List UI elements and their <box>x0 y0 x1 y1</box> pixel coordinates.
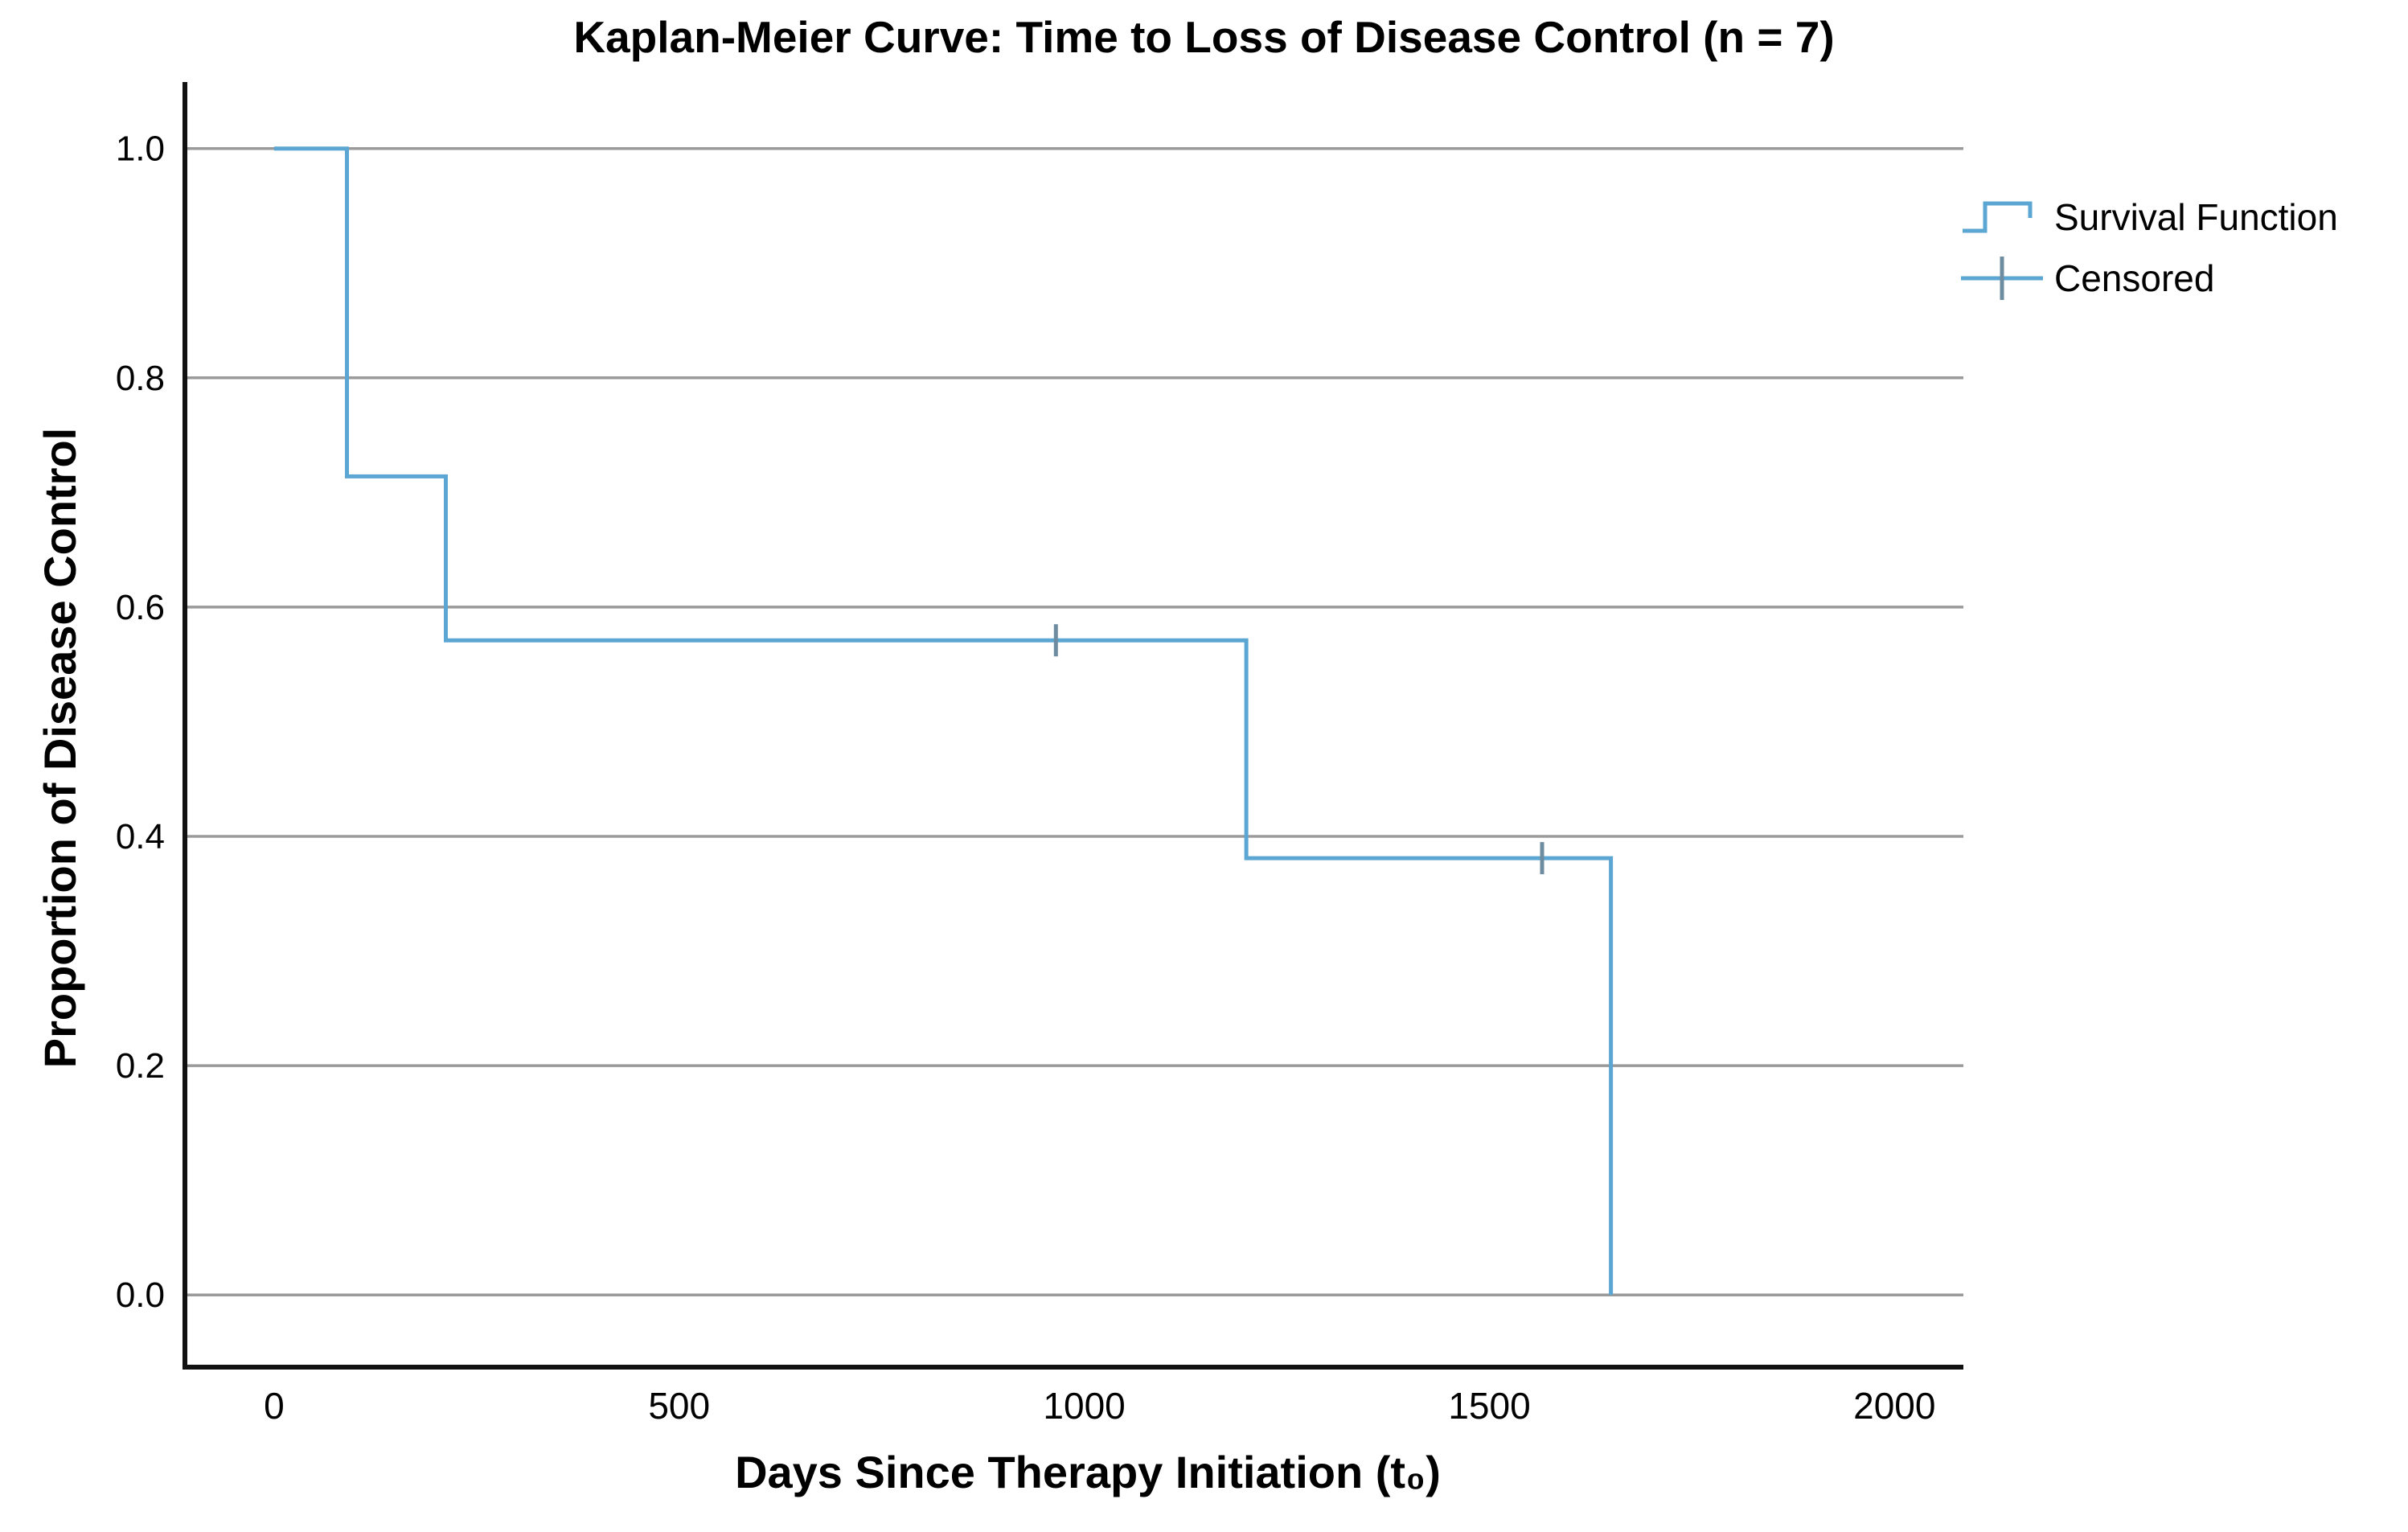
x-tick-label: 1000 <box>1043 1385 1125 1427</box>
legend: Survival Function Censored <box>1959 187 2338 309</box>
censor-marks <box>1053 624 1544 875</box>
y-axis-label: Proportion of Disease Control <box>35 427 85 1069</box>
y-tick-label: 1.0 <box>116 129 165 169</box>
plus-marker-icon <box>1961 257 2043 300</box>
y-tick-label: 0.4 <box>116 817 165 856</box>
legend-label-survival-function: Survival Function <box>2054 196 2338 238</box>
step-line-icon <box>1963 201 2033 233</box>
axes <box>183 82 1963 1370</box>
survival-curve <box>273 146 1614 1296</box>
x-tick-labels: 0 500 1000 1500 2000 <box>264 1385 1935 1427</box>
x-tick-label: 2000 <box>1853 1385 1935 1427</box>
x-tick-label: 500 <box>648 1385 710 1427</box>
y-tick-label: 0.0 <box>116 1275 165 1315</box>
chart-title: Kaplan-Meier Curve: Time to Loss of Dise… <box>573 12 1835 62</box>
gridlines <box>185 146 1963 1296</box>
y-tick-label: 0.8 <box>116 359 165 398</box>
legend-label-censored: Censored <box>2054 257 2215 299</box>
y-tick-labels: 1.0 0.8 0.6 0.4 0.2 0.0 <box>116 129 165 1315</box>
x-tick-label: 0 <box>264 1385 285 1427</box>
x-tick-label: 1500 <box>1448 1385 1530 1427</box>
legend-item-censored: Censored <box>1959 248 2338 309</box>
y-tick-label: 0.2 <box>116 1046 165 1086</box>
legend-item-survival-function: Survival Function <box>1959 187 2338 248</box>
x-axis-label: Days Since Therapy Initiation (t₀) <box>735 1447 1441 1497</box>
y-tick-label: 0.6 <box>116 588 165 627</box>
